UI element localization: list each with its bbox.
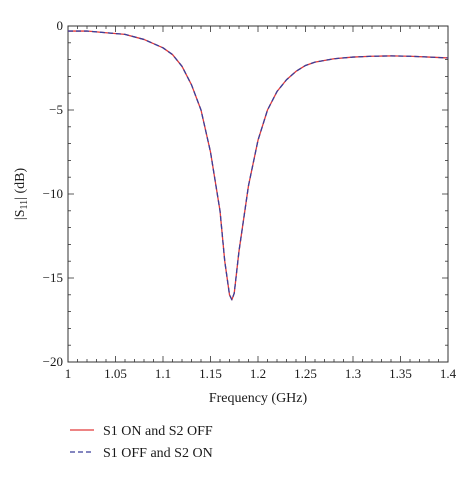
axis-ticks xyxy=(67,25,449,363)
y-tick-label: −15 xyxy=(43,270,63,285)
y-tick-label: −20 xyxy=(43,354,63,369)
legend-label-series-1: S1 ON and S2 OFF xyxy=(103,424,213,439)
x-axis-title: Frequency (GHz) xyxy=(209,391,308,406)
x-tick-label: 1.1 xyxy=(155,366,171,381)
series-line-2 xyxy=(68,30,449,301)
plot-frame xyxy=(67,25,449,363)
x-tick-label: 1.25 xyxy=(294,366,317,381)
y-axis-title-main: |S xyxy=(13,210,28,221)
series-line-1 xyxy=(68,30,449,301)
x-tick-label: 1.35 xyxy=(389,366,412,381)
x-tick-label: 1 xyxy=(65,366,72,381)
y-tick-labels: 0 −5 −10 −15 −20 xyxy=(43,18,63,369)
y-axis-title-subscript: 11 xyxy=(19,200,30,210)
y-axis-title: |S11| (dB) xyxy=(13,168,30,221)
y-axis-title-tail: | (dB) xyxy=(13,168,28,200)
y-tick-label: 0 xyxy=(57,18,64,33)
x-tick-label: 1.15 xyxy=(199,366,222,381)
x-tick-label: 1.4 xyxy=(440,366,457,381)
x-tick-labels: 1 1.05 1.1 1.15 1.2 1.25 1.3 1.35 1.4 xyxy=(65,366,457,381)
x-tick-label: 1.2 xyxy=(250,366,266,381)
legend: S1 ON and S2 OFF S1 OFF and S2 ON xyxy=(70,424,213,461)
x-tick-label: 1.3 xyxy=(345,366,361,381)
plot-area-border xyxy=(67,25,449,363)
y-tick-label: −10 xyxy=(43,186,63,201)
x-tick-label: 1.05 xyxy=(104,366,127,381)
y-tick-label: −5 xyxy=(49,102,63,117)
legend-label-series-2: S1 OFF and S2 ON xyxy=(103,446,213,461)
series-lines xyxy=(68,30,449,301)
